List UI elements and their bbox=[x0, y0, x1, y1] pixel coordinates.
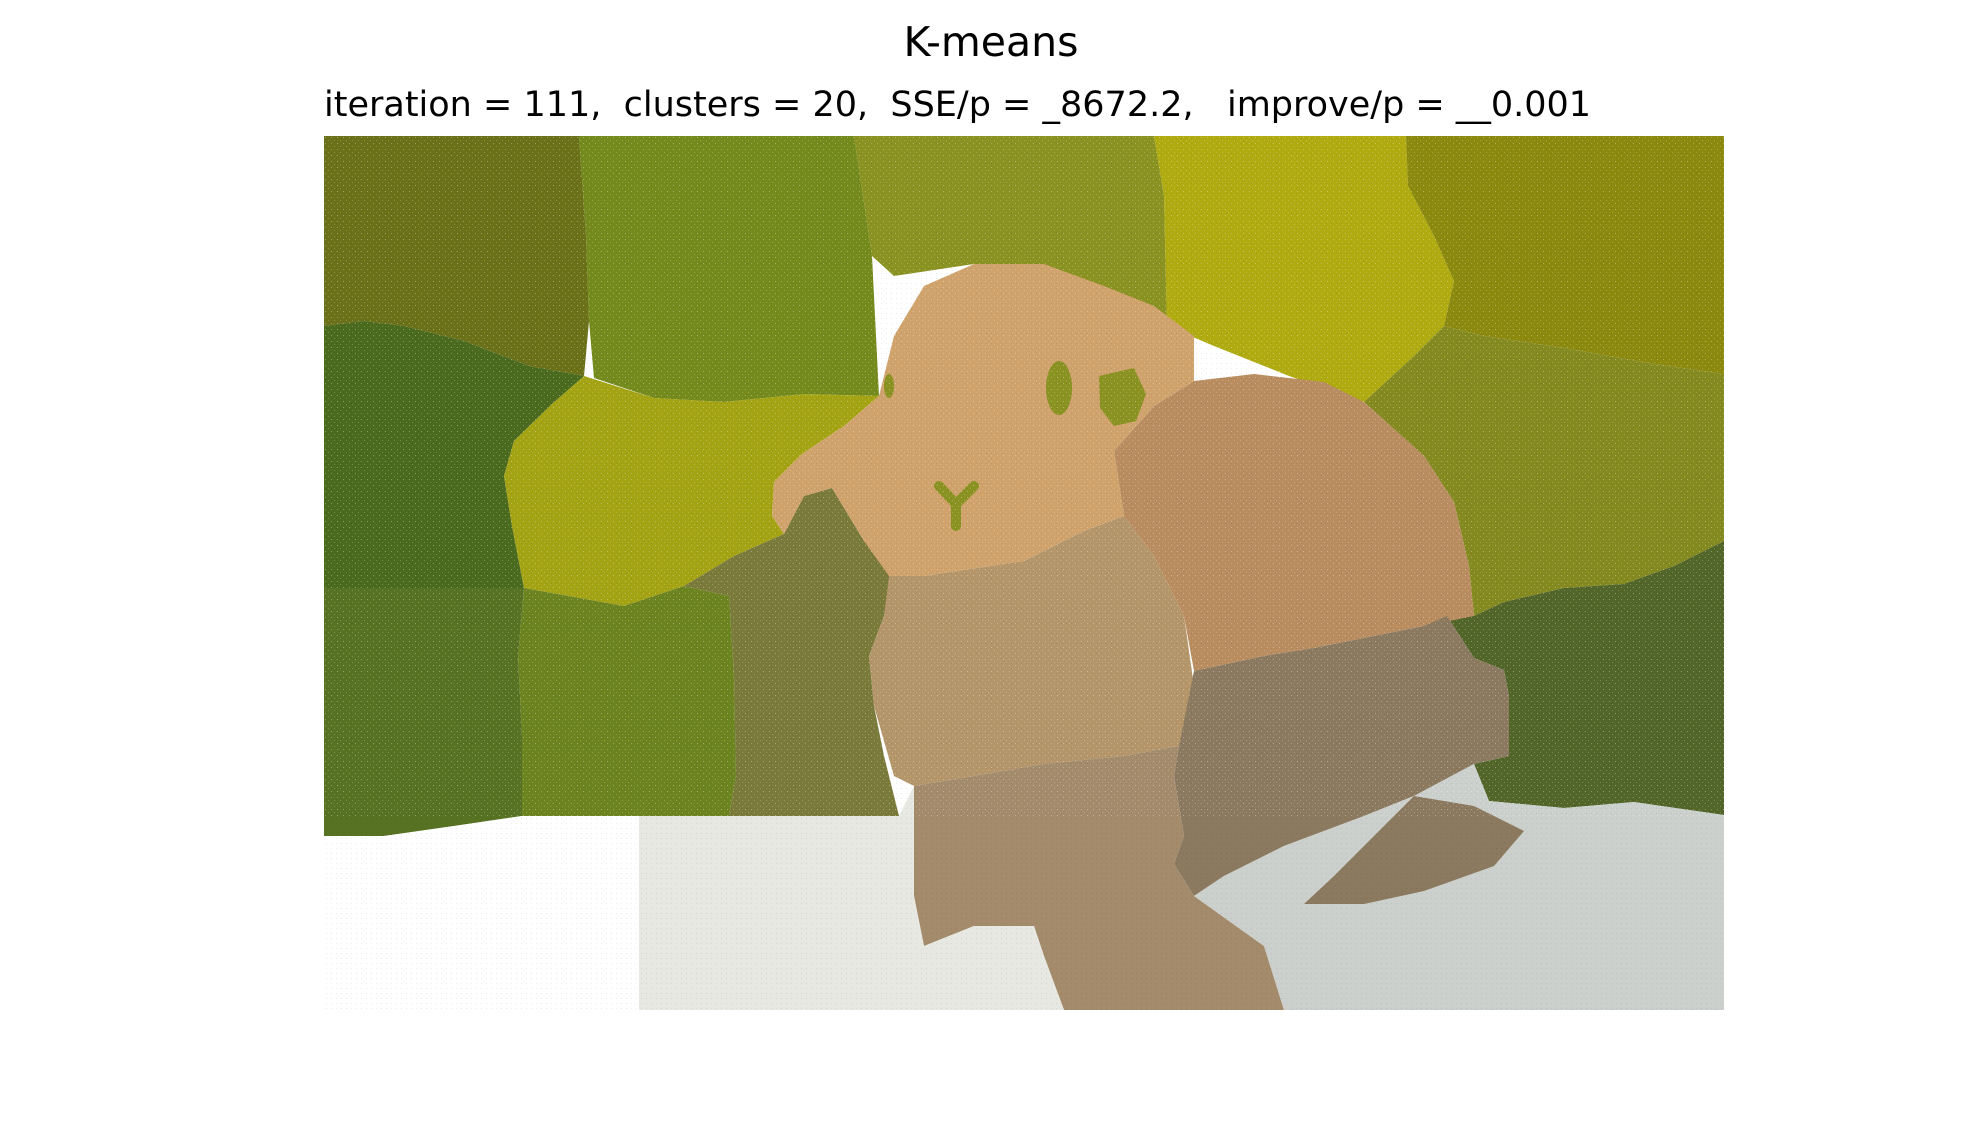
segmented-image bbox=[324, 136, 1724, 1010]
figure-subtitle: iteration = 111, clusters = 20, SSE/p = … bbox=[324, 85, 1592, 125]
figure-title: K-means bbox=[903, 18, 1079, 66]
